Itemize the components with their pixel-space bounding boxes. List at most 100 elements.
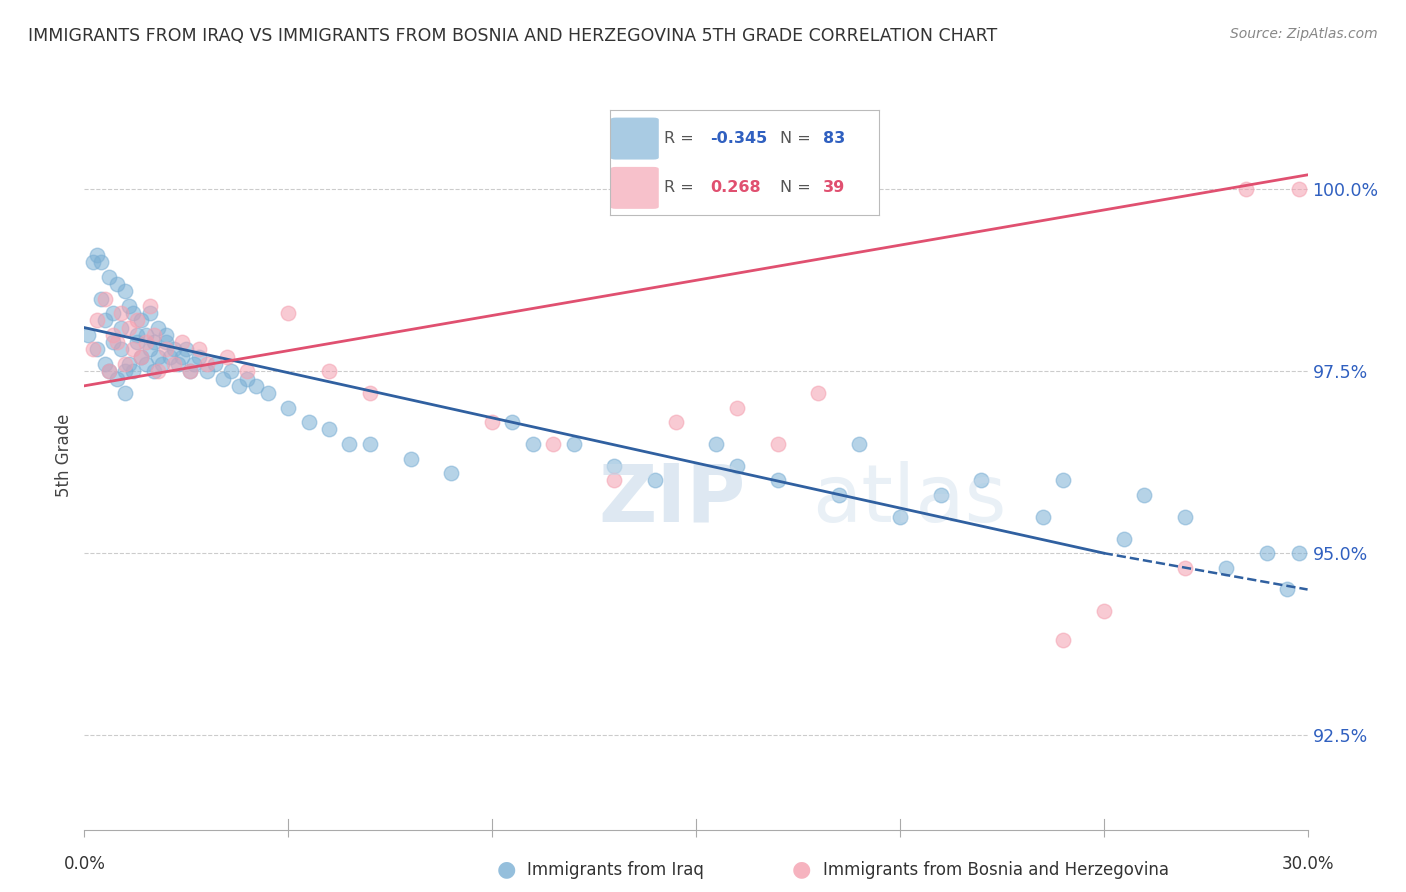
Point bbox=[110, 306, 132, 320]
Point bbox=[110, 320, 132, 334]
Point bbox=[665, 415, 688, 429]
Point bbox=[318, 364, 340, 378]
Point bbox=[105, 277, 128, 291]
Point bbox=[212, 371, 235, 385]
Point bbox=[228, 379, 250, 393]
Point bbox=[257, 386, 280, 401]
Point bbox=[82, 255, 104, 269]
Point bbox=[1174, 560, 1197, 574]
Point bbox=[644, 474, 666, 488]
Point bbox=[138, 343, 160, 357]
Point bbox=[236, 364, 259, 378]
Text: atlas: atlas bbox=[813, 461, 1007, 539]
Point bbox=[179, 364, 201, 378]
Point bbox=[543, 437, 565, 451]
Point bbox=[1215, 560, 1237, 574]
Point bbox=[706, 437, 728, 451]
Point bbox=[1288, 546, 1310, 560]
Point bbox=[187, 343, 209, 357]
Point bbox=[172, 335, 194, 350]
Point bbox=[135, 357, 157, 371]
Point bbox=[114, 386, 136, 401]
Point bbox=[929, 488, 952, 502]
Point bbox=[142, 327, 165, 342]
Point bbox=[93, 313, 115, 327]
Point bbox=[277, 306, 299, 320]
Y-axis label: 5th Grade: 5th Grade bbox=[55, 413, 73, 497]
Point bbox=[77, 327, 100, 342]
Point bbox=[93, 292, 115, 306]
Point bbox=[807, 386, 830, 401]
Point bbox=[138, 299, 160, 313]
Point bbox=[318, 422, 340, 436]
Point bbox=[131, 350, 153, 364]
Point bbox=[179, 364, 201, 378]
Point bbox=[114, 364, 136, 378]
Point bbox=[127, 327, 149, 342]
Point bbox=[889, 509, 911, 524]
Point bbox=[150, 357, 173, 371]
Point bbox=[127, 313, 149, 327]
Point bbox=[114, 357, 136, 371]
Point bbox=[1174, 509, 1197, 524]
Point bbox=[97, 364, 120, 378]
Point bbox=[848, 437, 870, 451]
Point bbox=[114, 285, 136, 299]
Point bbox=[440, 466, 463, 480]
Point bbox=[86, 343, 108, 357]
Text: 0.0%: 0.0% bbox=[63, 855, 105, 873]
Point bbox=[359, 386, 381, 401]
Point bbox=[135, 327, 157, 342]
Point bbox=[86, 313, 108, 327]
Point bbox=[138, 306, 160, 320]
Point bbox=[163, 343, 186, 357]
Point bbox=[146, 364, 169, 378]
Point bbox=[603, 474, 626, 488]
Point bbox=[1114, 532, 1136, 546]
Point bbox=[110, 343, 132, 357]
Point bbox=[90, 292, 112, 306]
Point bbox=[82, 343, 104, 357]
Text: ZIP: ZIP bbox=[598, 461, 745, 539]
Point bbox=[101, 306, 124, 320]
Point bbox=[118, 357, 141, 371]
Point bbox=[277, 401, 299, 415]
Point bbox=[502, 415, 524, 429]
Point bbox=[167, 357, 190, 371]
Point bbox=[155, 335, 177, 350]
Point bbox=[122, 306, 145, 320]
Point bbox=[339, 437, 361, 451]
Point bbox=[204, 357, 226, 371]
Text: IMMIGRANTS FROM IRAQ VS IMMIGRANTS FROM BOSNIA AND HERZEGOVINA 5TH GRADE CORRELA: IMMIGRANTS FROM IRAQ VS IMMIGRANTS FROM … bbox=[28, 27, 997, 45]
Point bbox=[172, 350, 194, 364]
Point bbox=[131, 350, 153, 364]
Text: ●: ● bbox=[792, 860, 811, 880]
Point bbox=[155, 343, 177, 357]
Point bbox=[97, 364, 120, 378]
Point bbox=[828, 488, 851, 502]
Point bbox=[219, 364, 242, 378]
Text: ●: ● bbox=[496, 860, 516, 880]
Point bbox=[159, 350, 181, 364]
Point bbox=[155, 327, 177, 342]
Point bbox=[105, 335, 128, 350]
Point bbox=[766, 474, 789, 488]
Point bbox=[1277, 582, 1299, 597]
Point bbox=[1133, 488, 1156, 502]
Point bbox=[86, 248, 108, 262]
Point bbox=[122, 364, 145, 378]
Point bbox=[399, 451, 422, 466]
Point bbox=[245, 379, 267, 393]
Point bbox=[127, 335, 149, 350]
Point bbox=[118, 320, 141, 334]
Point bbox=[1256, 546, 1278, 560]
Point bbox=[131, 313, 153, 327]
Text: 30.0%: 30.0% bbox=[1281, 855, 1334, 873]
Point bbox=[1052, 474, 1074, 488]
Point bbox=[101, 327, 124, 342]
Point bbox=[1236, 182, 1258, 196]
Point bbox=[236, 371, 259, 385]
Point bbox=[766, 437, 789, 451]
Point bbox=[725, 458, 748, 473]
Point bbox=[522, 437, 544, 451]
